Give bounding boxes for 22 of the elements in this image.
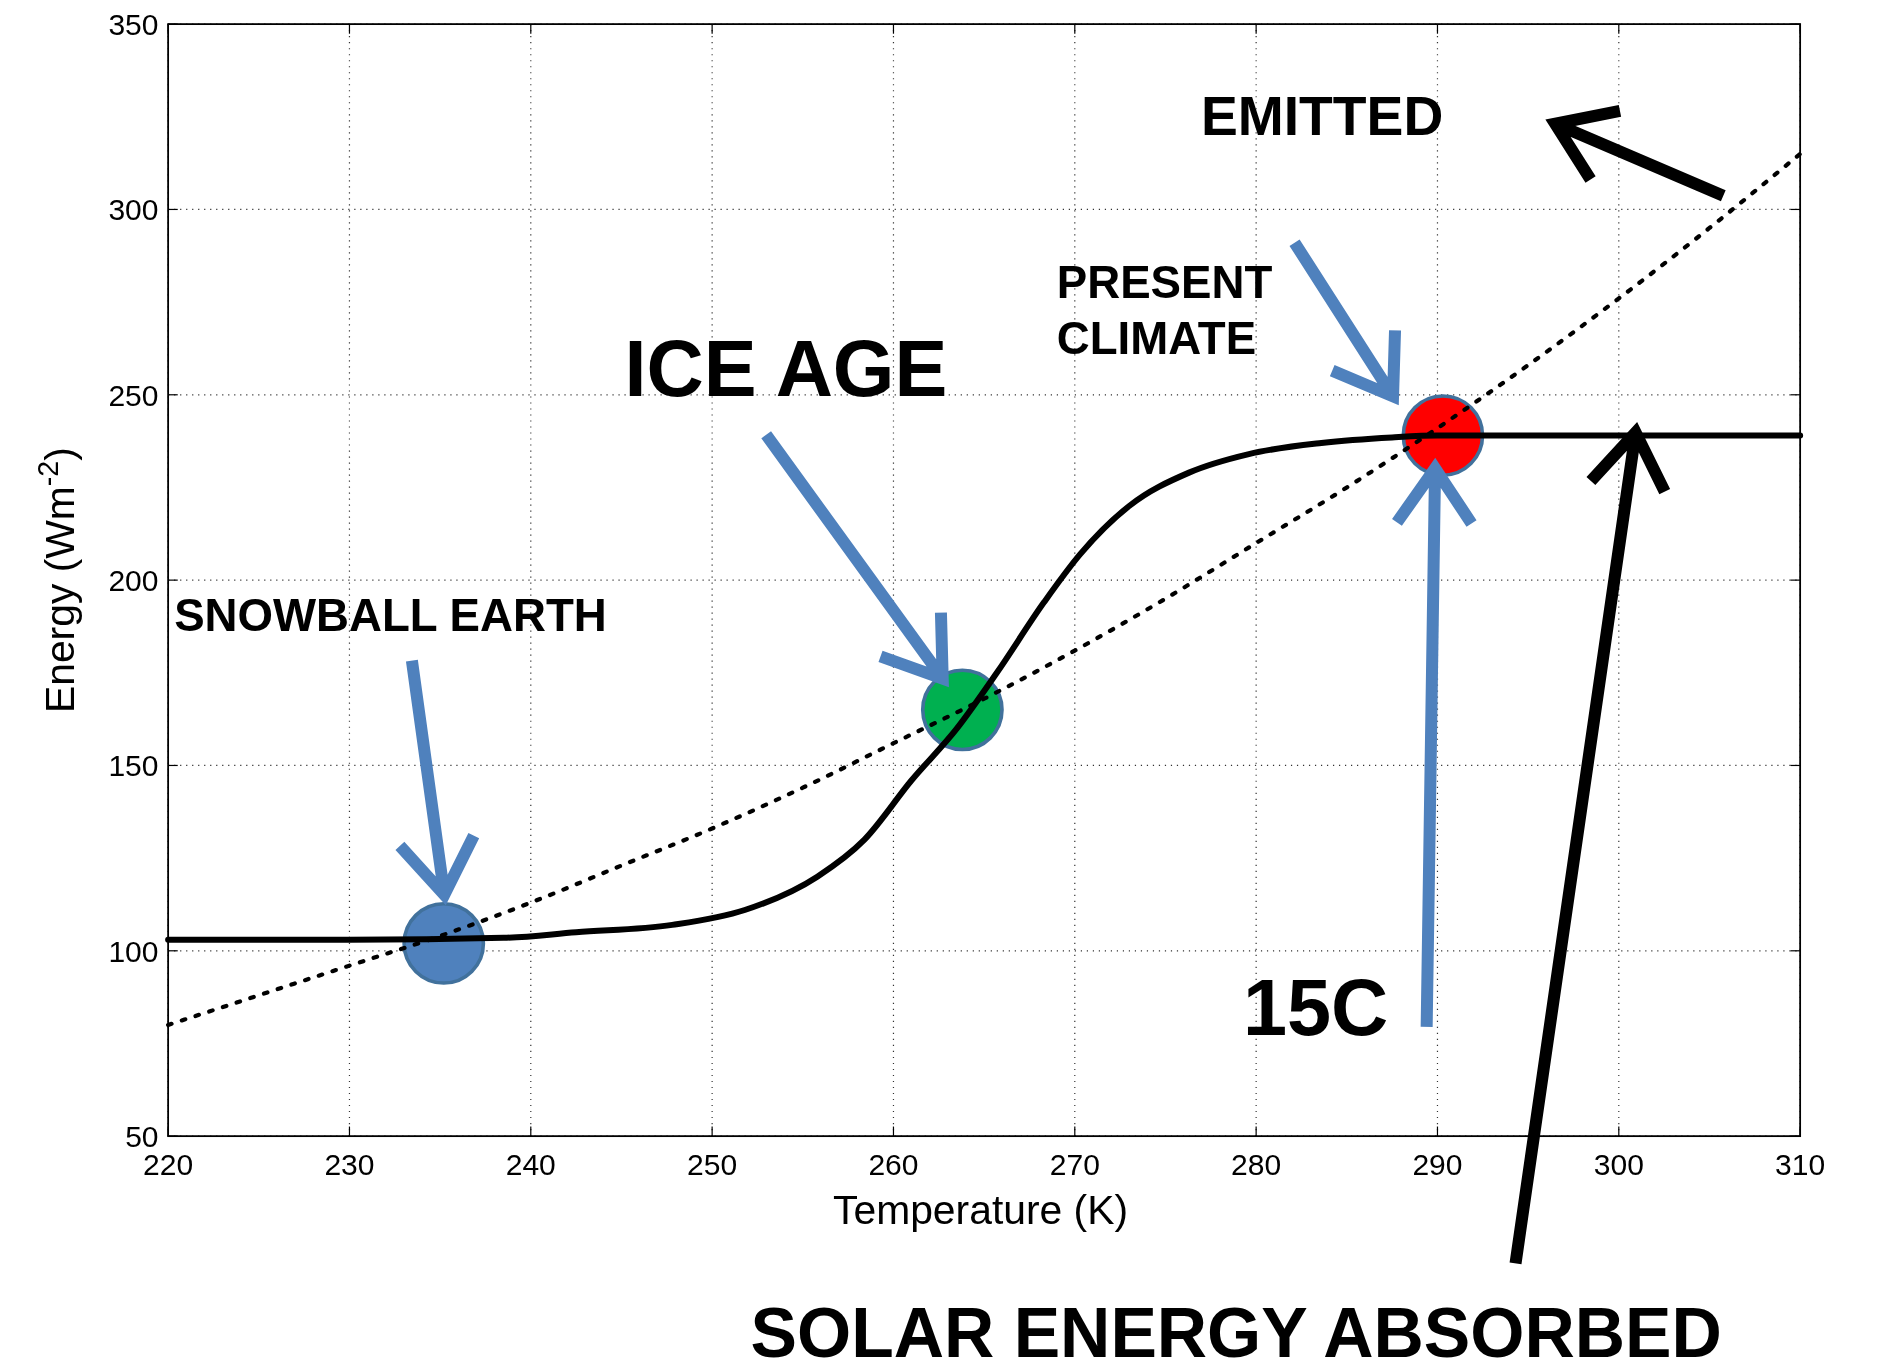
y-tick-label: 200 — [108, 563, 159, 597]
x-tick-label: 310 — [1775, 1147, 1826, 1181]
x-tick-label: 280 — [1231, 1147, 1282, 1181]
x-tick-label: 240 — [505, 1147, 556, 1181]
text: SOLAR ENERGY ABSORBED — [750, 1294, 1722, 1368]
x-tick-label: 290 — [1412, 1147, 1463, 1181]
x-tick-label: 270 — [1049, 1147, 1100, 1181]
y-tick-label: 150 — [108, 749, 159, 783]
y-tick-label: 100 — [108, 934, 159, 968]
y-tick-label: 350 — [108, 7, 159, 41]
annotation: ICE AGE — [624, 324, 948, 414]
x-tick-label: 230 — [324, 1147, 375, 1181]
y-tick-label: 250 — [108, 378, 159, 412]
x-axis-title: Temperature (K) — [833, 1186, 1129, 1233]
x-tick-label: 250 — [687, 1147, 738, 1181]
x-tick-label: 260 — [868, 1147, 919, 1181]
annotation: 15C — [1242, 963, 1389, 1053]
y-tick-label: 300 — [108, 193, 159, 227]
annotation: PRESENT CLIMATE — [1056, 256, 1273, 364]
annotation: EMITTED — [1200, 84, 1444, 147]
annotation: SNOWBALL EARTH — [174, 589, 607, 641]
x-tick-label: 300 — [1593, 1147, 1644, 1181]
